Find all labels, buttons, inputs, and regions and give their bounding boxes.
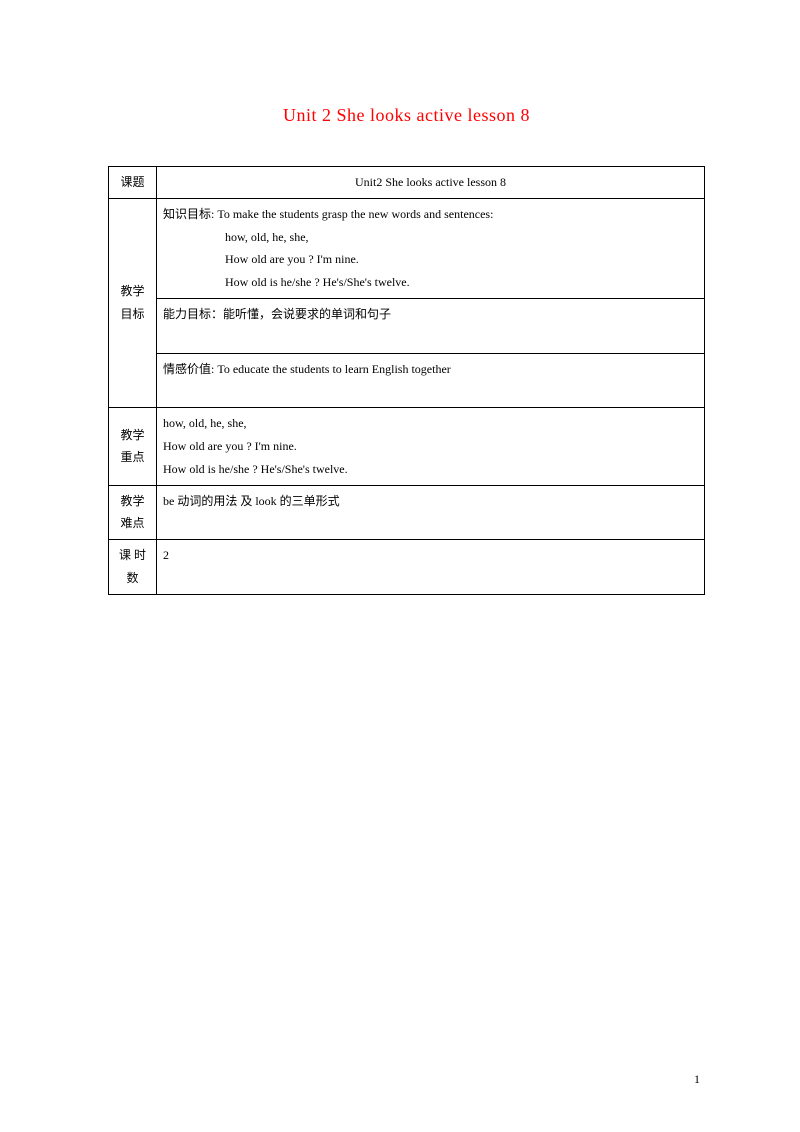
goal1-line4: How old is he/she ? He's/She's twelve. xyxy=(163,271,698,294)
goal1-line1: 知识目标: To make the students grasp the new… xyxy=(163,203,698,226)
table-row-goal2: 能力目标：能听懂，会说要求的单词和句子 xyxy=(109,298,705,353)
content-goal1: 知识目标: To make the students grasp the new… xyxy=(157,198,705,298)
table-row-goal3: 情感价值: To educate the students to learn E… xyxy=(109,353,705,408)
table-row-keypoints: 教学重点 how, old, he, she, How old are you … xyxy=(109,408,705,485)
goal1-line2: how, old, he, she, xyxy=(163,226,698,249)
label-topic: 课题 xyxy=(109,167,157,199)
table-row-hours: 课 时数 2 xyxy=(109,540,705,595)
difficulties-text: be 动词的用法 及 look 的三单形式 xyxy=(163,490,698,513)
goal3-spacer xyxy=(163,380,698,403)
goal2-spacer xyxy=(163,326,698,349)
keypoints-line3: How old is he/she ? He's/She's twelve. xyxy=(163,458,698,481)
content-keypoints: how, old, he, she, How old are you ? I'm… xyxy=(157,408,705,485)
label-goals: 教学目标 xyxy=(109,198,157,407)
label-keypoints: 教学重点 xyxy=(109,408,157,485)
document-title: Unit 2 She looks active lesson 8 xyxy=(108,105,705,126)
table-row-goal1: 教学目标 知识目标: To make the students grasp th… xyxy=(109,198,705,298)
goal2-text: 能力目标：能听懂，会说要求的单词和句子 xyxy=(163,303,698,326)
content-goal2: 能力目标：能听懂，会说要求的单词和句子 xyxy=(157,298,705,353)
goal3-text: 情感价值: To educate the students to learn E… xyxy=(163,358,698,381)
keypoints-line2: How old are you ? I'm nine. xyxy=(163,435,698,458)
content-difficulties: be 动词的用法 及 look 的三单形式 xyxy=(157,485,705,540)
label-hours: 课 时数 xyxy=(109,540,157,595)
content-topic: Unit2 She looks active lesson 8 xyxy=(157,167,705,199)
page-container: Unit 2 She looks active lesson 8 课题 Unit… xyxy=(0,0,800,595)
content-goal3: 情感价值: To educate the students to learn E… xyxy=(157,353,705,408)
table-row-difficulties: 教学难点 be 动词的用法 及 look 的三单形式 xyxy=(109,485,705,540)
content-hours: 2 xyxy=(157,540,705,595)
difficulties-spacer xyxy=(163,512,698,535)
goal1-line3: How old are you ? I'm nine. xyxy=(163,248,698,271)
page-number: 1 xyxy=(694,1072,700,1087)
table-row-topic: 课题 Unit2 She looks active lesson 8 xyxy=(109,167,705,199)
keypoints-line1: how, old, he, she, xyxy=(163,412,698,435)
lesson-plan-table: 课题 Unit2 She looks active lesson 8 教学目标 … xyxy=(108,166,705,595)
label-difficulties: 教学难点 xyxy=(109,485,157,540)
